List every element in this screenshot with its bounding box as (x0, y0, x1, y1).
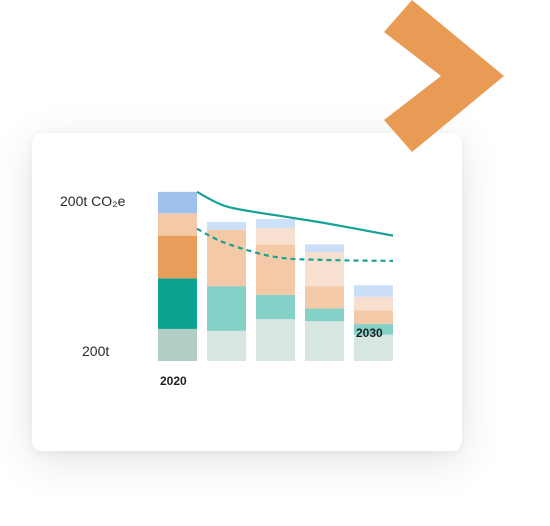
bar-segment-3-6 (305, 252, 344, 287)
bar-segment-1-1 (207, 330, 246, 361)
bar-segment-3-8 (305, 244, 344, 253)
y-tick-label-bottom: 200t (82, 343, 110, 359)
bar-segment-1-5 (207, 229, 246, 287)
bar-segment-4-1 (354, 334, 393, 361)
bar-segment-1-3 (207, 286, 246, 331)
bar-segment-4-5 (354, 310, 393, 325)
bar-segment-3-5 (305, 286, 344, 309)
y-tick-label-top: 200t CO₂e (60, 193, 126, 209)
bar-segment-2-6 (256, 227, 295, 245)
bar-segment-4-3 (354, 324, 393, 335)
bar-segment-1-8 (207, 222, 246, 230)
bar-segment-0-0 (158, 328, 197, 361)
bar-segment-0-4 (158, 235, 197, 279)
trend-line-dashed (196, 227, 394, 262)
bar-segment-3-3 (305, 308, 344, 322)
x-tick-label-2020: 2020 (160, 374, 187, 388)
bar-segment-2-3 (256, 294, 295, 320)
x-tick-label-2030: 2030 (356, 326, 383, 340)
bar-segment-2-8 (256, 219, 295, 228)
bar-segment-0-5 (158, 213, 197, 236)
bar-segment-4-8 (354, 285, 393, 297)
trend-line-solid (196, 190, 394, 237)
bar-segment-4-6 (354, 296, 393, 311)
bar-segment-2-5 (256, 244, 295, 295)
bar-segment-2-1 (256, 319, 295, 361)
bar-segment-0-7 (158, 191, 197, 214)
bar-segment-3-1 (305, 321, 344, 361)
bar-segment-0-2 (158, 278, 197, 329)
